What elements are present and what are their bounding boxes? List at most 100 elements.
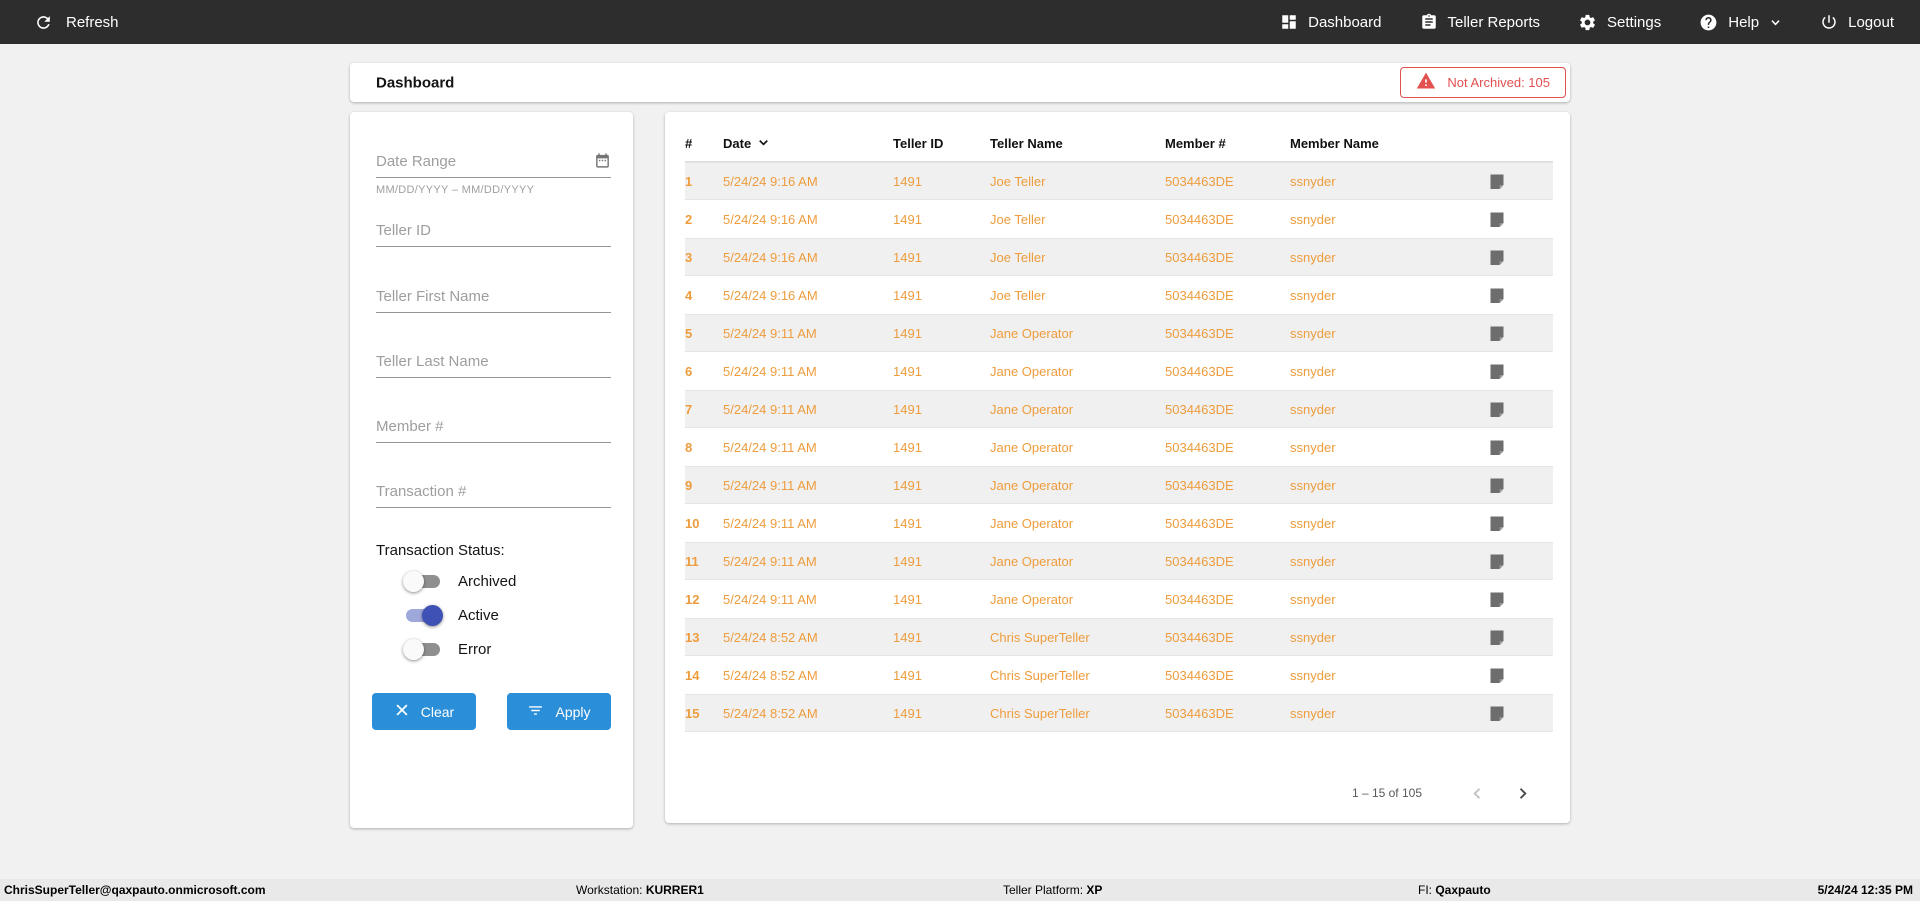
- nav-logout[interactable]: Logout: [1820, 13, 1894, 31]
- note-icon[interactable]: [1475, 515, 1553, 532]
- nav-dashboard[interactable]: Dashboard: [1280, 13, 1382, 31]
- note-icon[interactable]: [1475, 211, 1553, 228]
- table-row[interactable]: 5 5/24/24 9:11 AM 1491 Jane Operator 5034463…: [685, 314, 1553, 352]
- nav-help[interactable]: Help: [1699, 13, 1782, 32]
- table-row[interactable]: 4 5/24/24 9:16 AM 1491 Joe Teller 5034463DE s…: [685, 276, 1553, 314]
- note-icon[interactable]: [1475, 249, 1553, 266]
- note-icon[interactable]: [1475, 325, 1553, 342]
- row-number: 6: [685, 363, 693, 379]
- power-icon: [1820, 13, 1838, 31]
- cell-date: 5/24/24 9:11 AM: [723, 553, 817, 569]
- refresh-button[interactable]: Refresh: [34, 13, 119, 32]
- member-number-input[interactable]: [376, 416, 611, 443]
- status-toggles: Archived Active Error: [403, 570, 517, 660]
- table-row[interactable]: 1 5/24/24 9:16 AM 1491 Joe Teller 5034463DE s…: [685, 162, 1553, 200]
- table-row[interactable]: 10 5/24/24 9:11 AM 1491 Jane Operator 503446…: [685, 504, 1553, 542]
- teller-first-name-input-wrap: [376, 286, 611, 313]
- archived-toggle-label: Archived: [458, 572, 517, 590]
- cell-teller-id: 1491: [893, 363, 922, 379]
- teller-id-input-wrap: [376, 220, 611, 247]
- cell-member-name: ssnyder: [1290, 667, 1336, 683]
- cell-teller-name: Chris SuperTeller: [990, 705, 1090, 721]
- archived-toggle[interactable]: [403, 570, 441, 592]
- cell-teller-name: Jane Operator: [990, 401, 1074, 417]
- cell-member-name: ssnyder: [1290, 591, 1336, 607]
- table-row[interactable]: 3 5/24/24 9:16 AM 1491 Joe Teller 5034463DE s…: [685, 238, 1553, 276]
- date-range-input[interactable]: [376, 151, 611, 178]
- cell-teller-name: Joe Teller: [990, 211, 1046, 227]
- nav-help-label: Help: [1728, 13, 1760, 31]
- cell-member-name: ssnyder: [1290, 249, 1336, 265]
- note-icon[interactable]: [1475, 439, 1553, 456]
- pagination-range-label: 1 – 15 of 105: [1351, 786, 1422, 800]
- next-page-button[interactable]: [1511, 782, 1534, 805]
- cell-member-number: 5034463DE: [1165, 591, 1234, 607]
- cell-member-number: 5034463DE: [1165, 325, 1234, 341]
- cell-date: 5/24/24 9:11 AM: [723, 515, 817, 531]
- note-icon[interactable]: [1475, 287, 1553, 304]
- cell-teller-id: 1491: [893, 667, 922, 683]
- nav-items: Dashboard Teller Reports Settings Help: [1280, 13, 1894, 32]
- note-icon[interactable]: [1475, 477, 1553, 494]
- cell-teller-id: 1491: [893, 249, 922, 265]
- cell-date: 5/24/24 9:16 AM: [723, 249, 818, 265]
- cell-teller-name: Jane Operator: [990, 363, 1074, 379]
- table-row[interactable]: 2 5/24/24 9:16 AM 1491 Joe Teller 5034463DE s…: [685, 200, 1553, 238]
- note-icon[interactable]: [1475, 705, 1553, 722]
- table-header-row: # Date Teller ID Teller Name Member # Me…: [685, 126, 1553, 162]
- nav-logout-label: Logout: [1848, 13, 1894, 31]
- table-row[interactable]: 11 5/24/24 9:11 AM 1491 Jane Operator 503446…: [685, 542, 1553, 580]
- note-icon[interactable]: [1475, 591, 1553, 608]
- apply-button[interactable]: Apply: [507, 693, 611, 730]
- error-toggle[interactable]: [403, 638, 441, 660]
- table-row[interactable]: 13 5/24/24 8:52 AM 1491 Chris SuperTeller 50…: [685, 618, 1553, 656]
- note-icon[interactable]: [1475, 553, 1553, 570]
- help-icon: [1699, 13, 1718, 32]
- nav-settings-label: Settings: [1607, 13, 1662, 31]
- table-row[interactable]: 9 5/24/24 9:11 AM 1491 Jane Operator 5034463…: [685, 466, 1553, 504]
- cell-member-number: 5034463DE: [1165, 667, 1234, 683]
- nav-settings[interactable]: Settings: [1578, 13, 1661, 32]
- table-row[interactable]: 14 5/24/24 8:52 AM 1491 Chris SuperTeller 50…: [685, 656, 1553, 694]
- clear-button[interactable]: Clear: [372, 693, 476, 730]
- cell-teller-name: Jane Operator: [990, 477, 1074, 493]
- row-number: 13: [685, 629, 700, 645]
- transaction-number-input[interactable]: [376, 481, 611, 508]
- cell-member-number: 5034463DE: [1165, 553, 1234, 569]
- toggle-row: Active: [405, 604, 516, 626]
- table-row[interactable]: 12 5/24/24 9:11 AM 1491 Jane Operator 503446…: [685, 580, 1553, 618]
- clear-x-icon: [394, 702, 410, 721]
- calendar-icon[interactable]: [594, 152, 611, 174]
- table-row[interactable]: 8 5/24/24 9:11 AM 1491 Jane Operator 5034463…: [685, 428, 1553, 466]
- footer-workstation: Workstation: KURRER1: [576, 883, 704, 897]
- teller-id-input[interactable]: [376, 220, 611, 247]
- footer-fi-label: FI:: [1418, 883, 1436, 897]
- note-icon[interactable]: [1475, 173, 1553, 190]
- cell-teller-id: 1491: [893, 211, 922, 227]
- note-icon[interactable]: [1475, 667, 1553, 684]
- previous-page-button[interactable]: [1466, 782, 1489, 805]
- teller-first-name-input[interactable]: [376, 286, 611, 313]
- active-toggle[interactable]: [405, 604, 443, 626]
- row-number: 1: [685, 173, 693, 189]
- col-header-date[interactable]: Date: [723, 135, 893, 153]
- cell-teller-name: Jane Operator: [990, 515, 1074, 531]
- cell-teller-name: Jane Operator: [990, 553, 1074, 569]
- cell-teller-name: Joe Teller: [990, 173, 1046, 189]
- page-header-card: Dashboard Not Archived: 105: [350, 63, 1570, 102]
- teller-last-name-input[interactable]: [376, 351, 611, 378]
- cell-member-name: ssnyder: [1290, 325, 1336, 341]
- nav-teller-reports[interactable]: Teller Reports: [1420, 13, 1540, 31]
- table-row[interactable]: 6 5/24/24 9:11 AM 1491 Jane Operator 5034463…: [685, 352, 1553, 390]
- table-row[interactable]: 7 5/24/24 9:11 AM 1491 Jane Operator 5034463…: [685, 390, 1553, 428]
- cell-member-name: ssnyder: [1290, 439, 1336, 455]
- cell-date: 5/24/24 9:11 AM: [723, 325, 817, 341]
- filter-icon: [527, 702, 544, 722]
- note-icon[interactable]: [1475, 401, 1553, 418]
- row-number: 15: [685, 705, 700, 721]
- note-icon[interactable]: [1475, 363, 1553, 380]
- table-row[interactable]: 15 5/24/24 8:52 AM 1491 Chris SuperTeller 50…: [685, 694, 1553, 732]
- chevron-down-icon: [1769, 16, 1782, 29]
- footer-platform-value: XP: [1086, 883, 1103, 897]
- note-icon[interactable]: [1475, 629, 1553, 646]
